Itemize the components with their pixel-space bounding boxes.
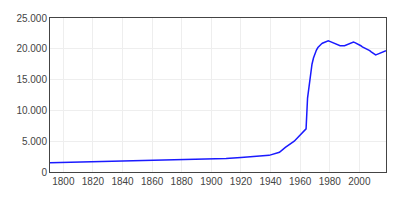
svg-text:1860: 1860	[141, 176, 164, 187]
svg-text:1960: 1960	[289, 176, 312, 187]
svg-text:1900: 1900	[200, 176, 223, 187]
svg-text:1920: 1920	[230, 176, 253, 187]
svg-text:25.000: 25.000	[16, 13, 47, 24]
svg-text:1980: 1980	[319, 176, 342, 187]
svg-text:1800: 1800	[52, 176, 75, 187]
svg-text:10.000: 10.000	[16, 105, 47, 116]
svg-text:1840: 1840	[111, 176, 134, 187]
svg-text:15.000: 15.000	[16, 74, 47, 85]
svg-text:20.000: 20.000	[16, 43, 47, 54]
svg-text:1940: 1940	[259, 176, 282, 187]
svg-text:1820: 1820	[82, 176, 105, 187]
svg-text:0: 0	[41, 167, 47, 178]
svg-text:1880: 1880	[171, 176, 194, 187]
svg-text:5.000: 5.000	[22, 136, 47, 147]
svg-text:2000: 2000	[348, 176, 371, 187]
